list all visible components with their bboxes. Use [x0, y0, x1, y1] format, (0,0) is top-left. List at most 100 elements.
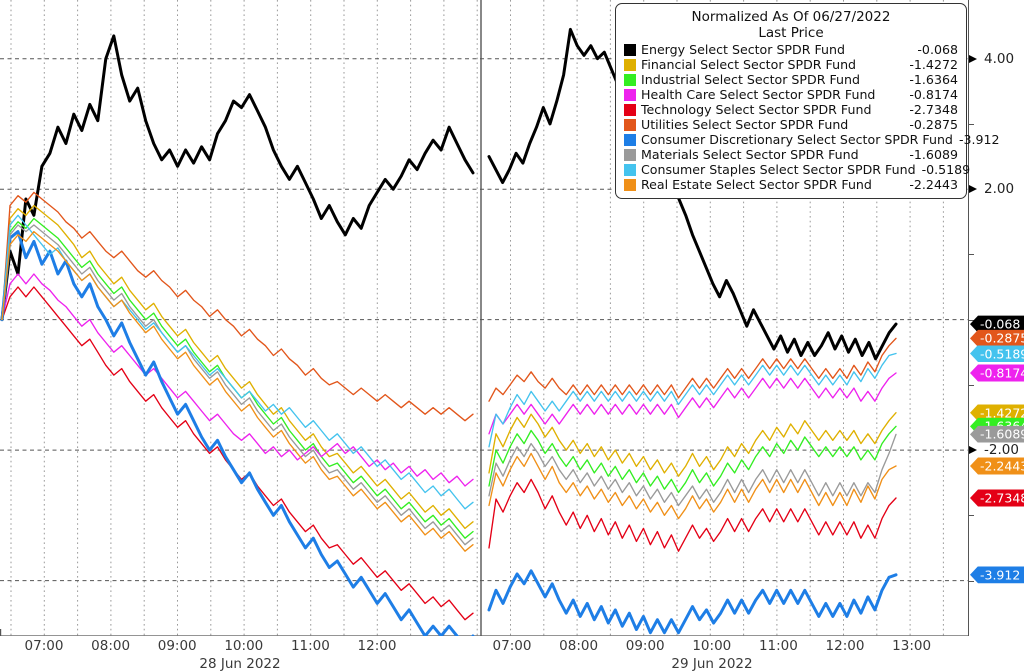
x-tick-label: 12:00 [357, 638, 397, 654]
chart-legend: Normalized As Of 06/27/2022 Last Price E… [615, 3, 1000, 199]
series-line [1, 204, 474, 530]
legend-row: Materials Select Sector SPDR Fund -1.608… [624, 147, 958, 162]
legend-rows: Energy Select Sector SPDR Fund -0.068 Fi… [624, 42, 1000, 192]
legend-row: Industrial Select Sector SPDR Fund -1.63… [624, 72, 958, 87]
legend-value: -1.4272 [909, 57, 958, 72]
x-tick-label: 11:00 [758, 638, 798, 654]
y-tick-arrow [969, 54, 977, 63]
price-badge: -2.2443 [970, 457, 1024, 475]
legend-label: Industrial Select Sector SPDR Fund [641, 72, 860, 87]
legend-label: Materials Select Sector SPDR Fund [641, 147, 859, 162]
legend-swatch-healthcare [624, 88, 636, 101]
y-tick-arrow [969, 185, 977, 194]
series-line [488, 372, 897, 435]
y-tick-mark [968, 384, 974, 386]
legend-row: Consumer Discretionary Select Sector SPD… [624, 132, 1000, 147]
legend-label: Technology Select Sector SPDR Fund [641, 102, 872, 117]
legend-swatch-energy [624, 43, 636, 56]
series-line [1, 230, 474, 552]
legend-label: Financial Select Sector SPDR Fund [641, 57, 857, 72]
legend-swatch-industrial [624, 73, 636, 86]
x-tick-label: 10:00 [224, 638, 264, 654]
right-price-axis: 4.00 2.00 -2.00 -0.068 -0.2875 -0.5189 -0.8174… [968, 0, 1024, 636]
legend-row: Utilities Select Sector SPDR Fund -0.287… [624, 117, 958, 132]
legend-swatch-financial [624, 58, 636, 71]
legend-value: -2.2443 [909, 177, 958, 192]
series-line [488, 352, 897, 448]
legend-label: Consumer Staples Select Sector SPDR Fund [641, 162, 916, 177]
x-day-label: 28 Jun 2022 [199, 656, 281, 672]
x-tick-label: 07:00 [492, 638, 532, 654]
y-tick-mark [968, 515, 974, 517]
series-line [0, 230, 475, 636]
series-line [1, 191, 474, 422]
legend-swatch-materials [624, 148, 636, 161]
legend-value: -0.2875 [909, 117, 958, 132]
price-badge: -0.2875 [970, 329, 1024, 347]
x-tick-label: 09:00 [157, 638, 197, 654]
legend-label: Energy Select Sector SPDR Fund [641, 42, 845, 57]
legend-row: Consumer Staples Select Sector SPDR Fund… [624, 162, 970, 177]
series-line [1, 214, 474, 510]
x-tick-label: 11:00 [290, 638, 330, 654]
y-tick-mark [968, 580, 974, 582]
legend-row: Technology Select Sector SPDR Fund -2.73… [624, 102, 958, 117]
legend-row: Real Estate Select Sector SPDR Fund -2.2… [624, 177, 958, 192]
price-badge: -1.6089 [970, 425, 1024, 443]
legend-title: Normalized As Of 06/27/2022 [691, 9, 891, 25]
legend-label: Utilities Select Sector SPDR Fund [641, 117, 849, 132]
series-line [1, 273, 474, 487]
right-axis-line [968, 0, 969, 636]
legend-value: -3.912 [958, 132, 1000, 147]
x-tick-label: 10:00 [692, 638, 732, 654]
legend-swatch-consumer-staples [624, 163, 636, 176]
price-badge: -0.5189 [970, 345, 1024, 362]
x-tick-label: 08:00 [91, 638, 131, 654]
legend-swatch-real-estate [624, 178, 636, 191]
legend-value: -0.8174 [909, 87, 958, 102]
legend-label: Real Estate Select Sector SPDR Fund [641, 177, 872, 192]
series-line [488, 337, 897, 402]
x-tick-label: 13:00 [892, 638, 932, 654]
series-line [0, 34, 475, 322]
series-line [488, 433, 897, 507]
legend-value: -0.068 [917, 42, 958, 57]
legend-swatch-utilities [624, 118, 636, 131]
y-tick-mark [968, 123, 974, 125]
price-badge: -0.068 [970, 315, 1024, 333]
price-badge: -3.912 [970, 566, 1024, 584]
legend-subtitle: Last Price [758, 25, 824, 41]
y-tick-mark [968, 319, 974, 321]
x-day-label: 29 Jun 2022 [671, 656, 753, 672]
legend-swatch-technology [624, 103, 636, 116]
series-line [487, 569, 898, 635]
legend-value: -1.6364 [909, 72, 958, 87]
y-tick-label: 2.00 [984, 181, 1015, 198]
x-axis-labels: 07:00 08:00 09:00 10:00 11:00 12:00 07:00 08:00… [0, 638, 968, 672]
legend-swatch-consumer-discretionary [624, 133, 636, 146]
y-tick-label: 4.00 [984, 50, 1015, 67]
series-line [1, 224, 474, 546]
legend-label: Health Care Select Sector SPDR Fund [641, 87, 876, 102]
series-line [1, 217, 474, 539]
legend-value: -1.6089 [909, 147, 958, 162]
price-badge: -2.7348 [970, 489, 1024, 507]
series-line [1, 286, 474, 621]
legend-row: Energy Select Sector SPDR Fund -0.068 [624, 42, 958, 57]
legend-label: Consumer Discretionary Select Sector SPD… [641, 132, 953, 147]
series-line [488, 412, 897, 477]
series-line [488, 478, 897, 552]
x-tick-label: 08:00 [559, 638, 599, 654]
series-line [487, 27, 898, 361]
series-line [488, 452, 897, 520]
chart-series-lines [0, 27, 898, 636]
legend-value: -0.5189 [921, 162, 971, 177]
y-tick-label: -2.00 [984, 442, 1019, 459]
legend-row: Financial Select Sector SPDR Fund -1.427… [624, 57, 958, 72]
series-line [488, 425, 897, 494]
x-tick-label: 12:00 [825, 638, 865, 654]
x-tick-label: 07:00 [24, 638, 64, 654]
y-tick-mark [968, 254, 974, 256]
legend-value: -2.7348 [909, 102, 958, 117]
